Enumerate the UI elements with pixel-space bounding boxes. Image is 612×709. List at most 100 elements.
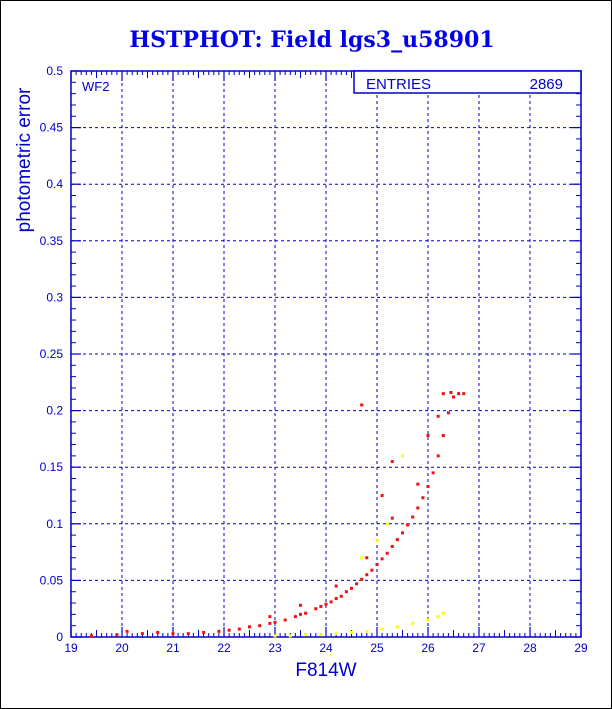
secondary-data-point <box>375 539 379 543</box>
stats-entries-value: 2869 <box>530 76 563 93</box>
main-data-point <box>344 590 348 594</box>
main-data-point <box>355 582 359 586</box>
main-data-point <box>462 392 466 396</box>
main-data-point <box>421 496 425 500</box>
secondary-data-point <box>441 611 445 615</box>
secondary-data-point <box>273 634 277 638</box>
y-tick-labels: 0 0.05 0.1 0.15 0.2 0.25 0.3 0.35 0.4 0.45 0.5 <box>40 64 64 644</box>
data-points <box>89 390 466 638</box>
main-data-point <box>416 482 420 486</box>
main-data-point <box>237 627 241 631</box>
secondary-data-point <box>288 634 292 638</box>
main-data-point <box>401 531 404 535</box>
main-data-point <box>449 390 453 394</box>
stats-box <box>353 70 582 94</box>
main-data-point <box>299 612 302 616</box>
main-data-point <box>334 597 338 601</box>
secondary-data-point <box>360 556 364 560</box>
main-data-point <box>268 621 272 625</box>
main-data-point <box>441 434 445 438</box>
secondary-data-point <box>350 630 353 634</box>
y-tick-label: 0.4 <box>46 177 63 191</box>
main-data-point <box>441 392 445 396</box>
secondary-data-point <box>319 633 323 637</box>
grid-lines <box>71 71 581 637</box>
x-tick-label: 21 <box>166 641 180 655</box>
main-data-point <box>125 629 129 633</box>
main-data-point <box>319 604 323 608</box>
x-tick-label: 27 <box>472 641 486 655</box>
y-tick-label: 0.25 <box>40 347 64 361</box>
x-axis-label: F814W <box>295 660 356 681</box>
main-data-point <box>227 628 231 632</box>
stats-entries-label: ENTRIES <box>366 76 431 93</box>
main-data-point <box>350 586 353 590</box>
secondary-data-point <box>385 522 389 526</box>
secondary-data-point <box>395 625 399 629</box>
x-tick-label: 25 <box>370 641 384 655</box>
secondary-data-point <box>380 627 384 631</box>
main-data-point <box>268 615 272 619</box>
secondary-data-point <box>334 632 338 636</box>
main-data-point <box>436 414 440 418</box>
x-tick-label: 26 <box>421 641 435 655</box>
y-tick-label: 0.1 <box>46 517 63 531</box>
main-data-point <box>283 618 287 622</box>
main-data-point <box>365 573 369 577</box>
x-tick-label: 29 <box>574 641 588 655</box>
y-tick-label: 0.05 <box>40 573 64 587</box>
y-tick-label: 0 <box>56 630 63 644</box>
main-data-point <box>426 434 430 438</box>
x-tick-label: 19 <box>64 641 78 655</box>
main-data-point <box>299 603 302 607</box>
secondary-data-point <box>401 454 404 458</box>
main-data-point <box>339 594 343 598</box>
main-data-point <box>329 600 333 604</box>
x-tick-label: 28 <box>523 641 537 655</box>
main-data-point <box>375 563 379 567</box>
main-data-point <box>385 551 389 555</box>
y-tick-label: 0.5 <box>46 64 63 78</box>
main-data-point <box>217 629 221 633</box>
main-data-point <box>258 624 262 628</box>
main-data-point <box>273 620 277 624</box>
main-data-point <box>186 632 190 636</box>
main-data-point <box>360 403 364 407</box>
axis-ticks <box>70 70 582 638</box>
main-data-point <box>115 633 119 637</box>
secondary-data-point <box>365 629 369 633</box>
main-data-point <box>406 523 410 527</box>
secondary-data-point <box>304 633 308 637</box>
main-data-point <box>89 634 93 638</box>
y-tick-label: 0.2 <box>46 404 63 418</box>
main-data-point <box>334 584 338 588</box>
y-tick-label: 0.3 <box>46 290 63 304</box>
secondary-data-point <box>411 621 415 625</box>
main-data-point <box>360 577 364 581</box>
main-data-point <box>314 607 318 611</box>
y-tick-label: 0.15 <box>40 460 64 474</box>
chart-title: HSTPHOT: Field lgs3_u58901 <box>129 27 494 53</box>
main-data-point <box>395 538 399 542</box>
main-data-point <box>171 632 175 636</box>
main-data-point <box>431 471 435 475</box>
main-data-point <box>140 632 144 636</box>
x-tick-label: 20 <box>115 641 129 655</box>
secondary-data-point <box>426 618 430 622</box>
main-data-point <box>293 615 297 619</box>
main-data-point <box>202 630 206 634</box>
main-data-point <box>380 494 384 497</box>
y-tick-label: 0.45 <box>40 121 64 135</box>
y-axis-label: photometric error <box>14 87 35 232</box>
main-data-point <box>248 625 251 629</box>
main-data-point <box>457 392 461 396</box>
main-data-point <box>411 515 415 519</box>
secondary-data-point <box>436 615 440 619</box>
y-tick-label: 0.35 <box>40 234 64 248</box>
main-data-point <box>452 395 455 399</box>
panel-label: WF2 <box>82 79 109 94</box>
main-data-point <box>390 544 394 548</box>
main-data-point <box>390 460 394 464</box>
x-tick-label: 23 <box>268 641 282 655</box>
